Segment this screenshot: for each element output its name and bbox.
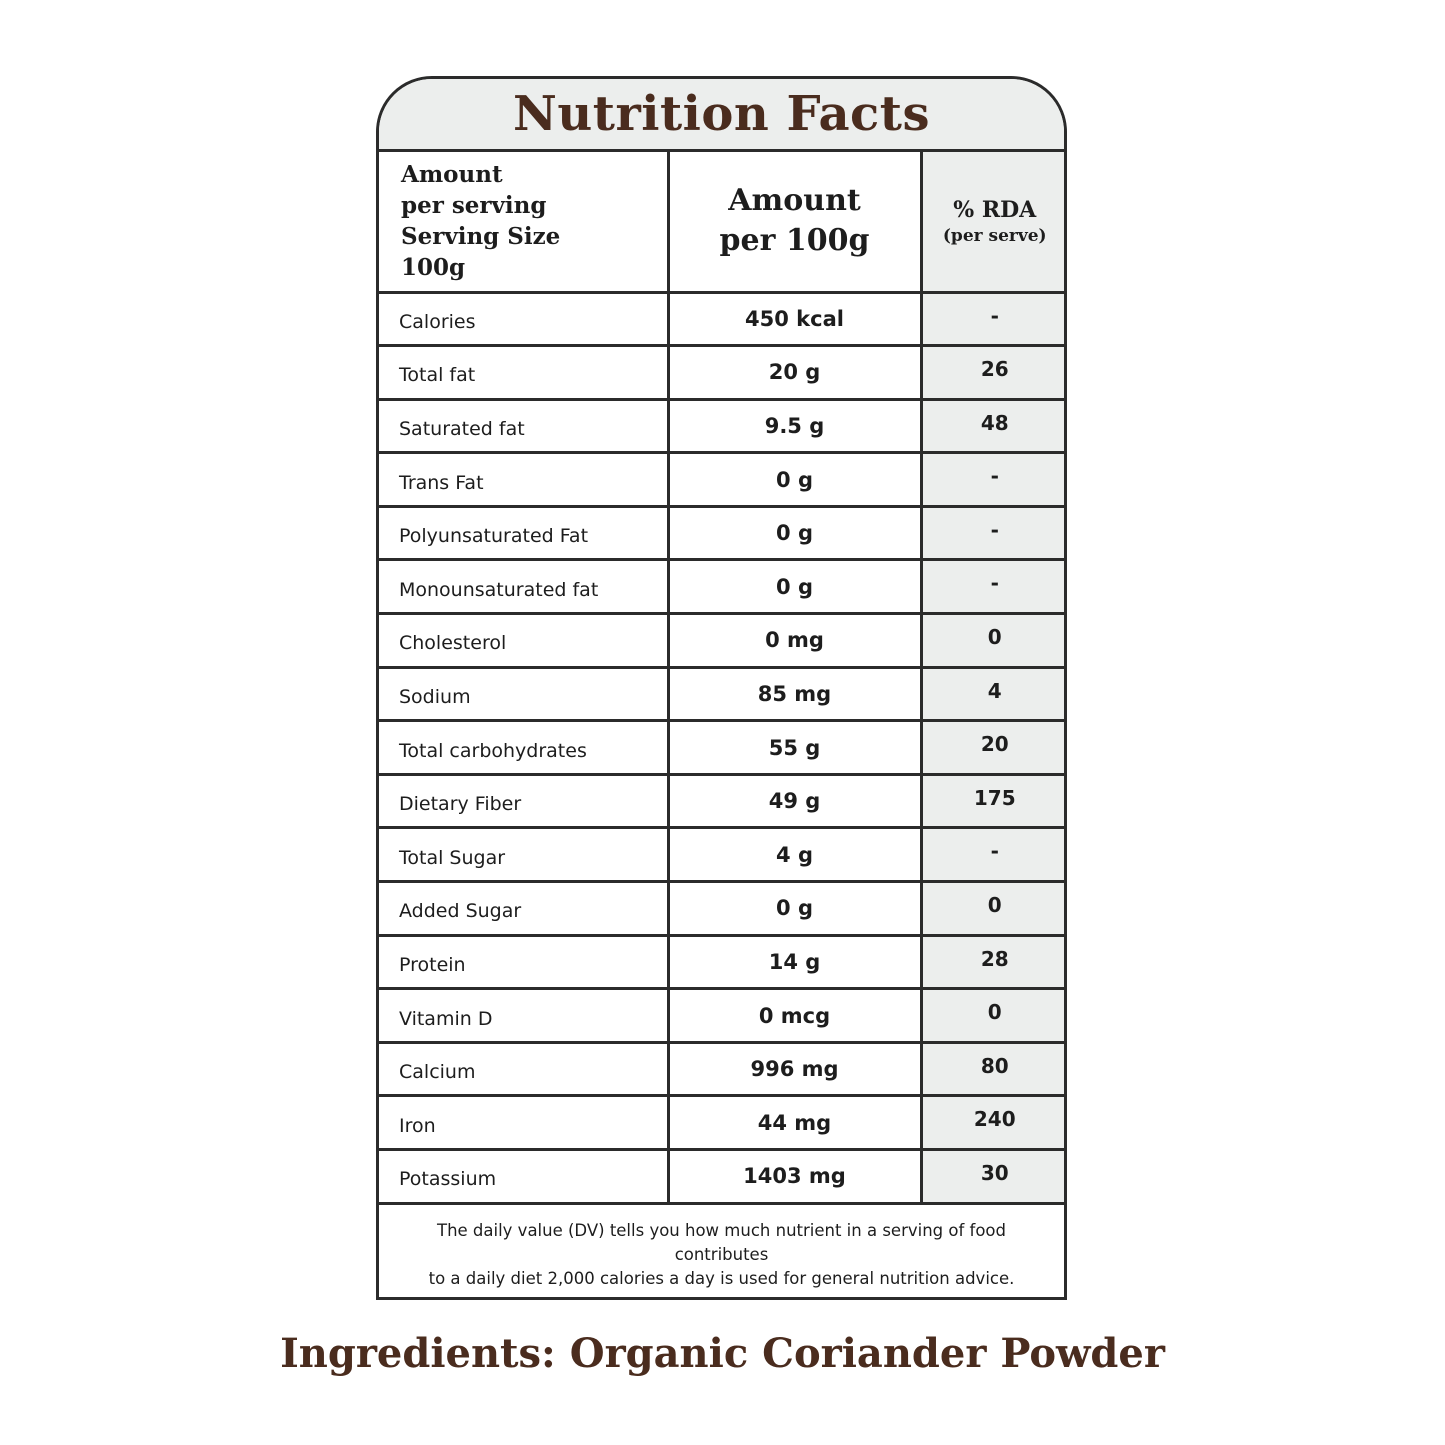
table-row: Total carbohydrates 55 g 20 [379, 720, 1064, 776]
nutrient-rda: 0 [921, 613, 1064, 669]
nutrient-rda: 0 [921, 988, 1064, 1044]
table-row: Sodium 85 mg 4 [379, 667, 1064, 723]
nutrient-name: Polyunsaturated Fat [379, 506, 670, 562]
nutrient-amount: 49 g [668, 774, 923, 830]
nutrient-rda: - [921, 827, 1064, 884]
nutrient-amount: 20 g [668, 345, 923, 401]
header-rda-sub: (per serve) [942, 226, 1047, 247]
nutrient-amount: 0 mcg [668, 988, 923, 1044]
nutrient-rda: 48 [921, 399, 1064, 455]
footnote-line: The daily value (DV) tells you how much … [436, 1221, 1007, 1264]
nutrient-rda: 20 [921, 720, 1064, 776]
nutrient-amount: 14 g [668, 935, 923, 991]
nutrient-name: Calories [379, 292, 670, 348]
nutrient-amount: 9.5 g [668, 399, 923, 455]
nutrient-rda: 175 [921, 774, 1064, 830]
table-row: Total Sugar 4 g- [379, 827, 1064, 884]
nutrient-rda: - [921, 292, 1064, 348]
nutrient-name: Trans Fat [379, 452, 670, 508]
table-row: Total fat 20 g 26 [379, 345, 1064, 401]
nutrient-name: Potassium [379, 1149, 670, 1205]
table-header-row: Amount per serving Serving Size 100g Amo… [379, 152, 1064, 294]
nutrient-rda: 80 [921, 1042, 1064, 1098]
nutrient-name: Total fat [379, 345, 670, 401]
header-rda-title: % RDA [953, 197, 1037, 224]
nutrient-rda: 26 [921, 345, 1064, 401]
nutrient-amount: 996 mg [668, 1042, 923, 1098]
nutrient-amount: 0 g [668, 559, 923, 616]
nutrient-rda: 30 [921, 1149, 1064, 1205]
nutrient-rda: 4 [921, 667, 1064, 723]
nutrient-rda: 0 [921, 881, 1064, 937]
table-row: Polyunsaturated Fat 0 g- [379, 506, 1064, 562]
nutrient-amount: 4 g [668, 827, 923, 884]
nutrient-amount: 55 g [668, 720, 923, 776]
table-row: Potassium 1403 mg 30 [379, 1149, 1064, 1205]
header-line: per 100g [719, 223, 870, 259]
nutrient-amount: 1403 mg [668, 1149, 923, 1205]
header-amount: Amount per 100g [668, 152, 923, 294]
nutrient-rda: - [921, 506, 1064, 562]
header-line: Amount [401, 161, 503, 189]
header-line: 100g [401, 254, 466, 282]
nutrient-name: Sodium [379, 667, 670, 723]
nutrient-rda: 28 [921, 935, 1064, 991]
nutrient-amount: 0 mg [668, 613, 923, 669]
table-row: Monounsaturated fat 0 g- [379, 559, 1064, 616]
nutrition-label: Nutrition Facts Amount per serving Servi… [376, 76, 1067, 1300]
ingredients-text: Ingredients: Organic Coriander Powder [280, 1330, 1165, 1377]
title-band: Nutrition Facts [379, 79, 1064, 152]
nutrient-name: Total Sugar [379, 827, 670, 884]
table-row: Saturated fat 9.5 g 48 [379, 399, 1064, 455]
header-line: Amount [728, 183, 861, 219]
header-line: Serving Size [401, 223, 561, 251]
nutrient-name: Monounsaturated fat [379, 559, 670, 616]
header-rda: % RDA (per serve) [921, 152, 1064, 294]
nutrient-name: Added Sugar [379, 881, 670, 937]
nutrient-name: Dietary Fiber [379, 774, 670, 830]
nutrition-table: Amount per serving Serving Size 100g Amo… [379, 152, 1064, 1205]
table-row: Calories 450 kcal - [379, 292, 1064, 348]
footnote-line: to a daily diet 2,000 calories a day is … [428, 1269, 1015, 1288]
table-row: Cholesterol 0 mg 0 [379, 613, 1064, 669]
nutrient-rda: 240 [921, 1095, 1064, 1151]
nutrient-amount: 0 g [668, 452, 923, 508]
nutrient-rda: - [921, 452, 1064, 508]
table-row: Iron 44 mg 240 [379, 1095, 1064, 1151]
nutrient-name: Calcium [379, 1042, 670, 1098]
table-row: Dietary Fiber 49 g 175 [379, 774, 1064, 830]
nutrient-amount: 0 g [668, 506, 923, 562]
header-line: per serving [401, 192, 547, 220]
table-row: Trans Fat 0 g- [379, 452, 1064, 508]
label-title: Nutrition Facts [513, 86, 930, 142]
nutrient-amount: 85 mg [668, 667, 923, 723]
nutrient-amount: 450 kcal [668, 292, 923, 348]
daily-value-footnote: The daily value (DV) tells you how much … [379, 1210, 1064, 1297]
header-serving-info: Amount per serving Serving Size 100g [379, 152, 670, 294]
nutrient-name: Protein [379, 935, 670, 991]
nutrient-name: Cholesterol [379, 613, 670, 669]
nutrient-name: Saturated fat [379, 399, 670, 455]
nutrient-rda: - [921, 559, 1064, 616]
nutrient-name: Iron [379, 1095, 670, 1151]
nutrient-amount: 0 g [668, 881, 923, 937]
nutrient-name: Vitamin D [379, 988, 670, 1044]
table-row: Protein 14 g 28 [379, 935, 1064, 991]
table-row: Calcium 996 mg 80 [379, 1042, 1064, 1098]
nutrient-name: Total carbohydrates [379, 720, 670, 776]
nutrient-amount: 44 mg [668, 1095, 923, 1151]
